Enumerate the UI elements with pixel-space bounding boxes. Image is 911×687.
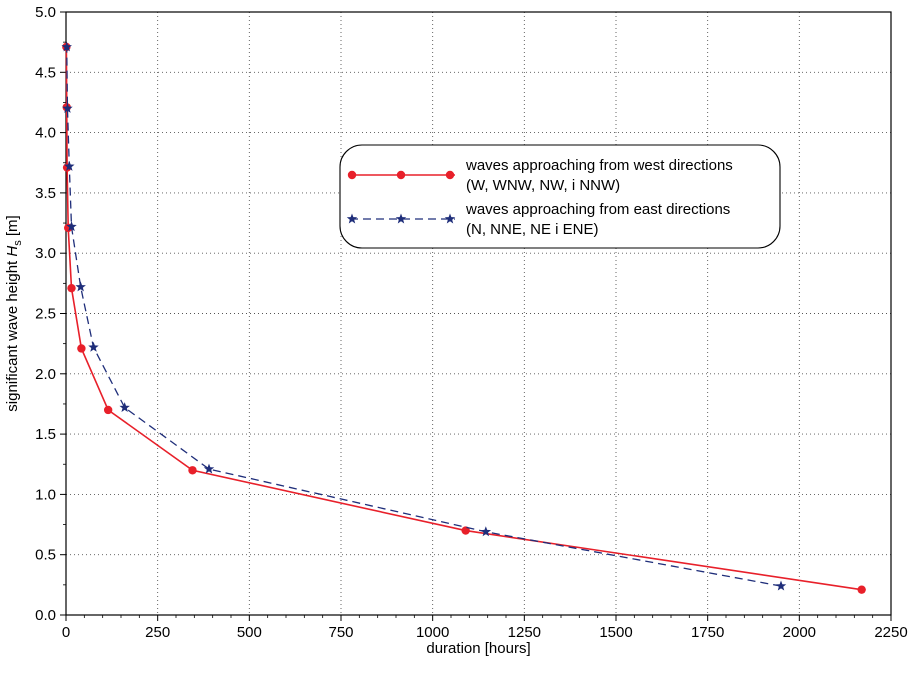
y-tick-label: 0.5 (35, 547, 56, 564)
data-point-series-1 (775, 580, 787, 591)
y-tick-labels: 0.0 0.5 1.0 1.5 2.0 2.5 3.0 3.5 4.0 4.5 5.0 (35, 4, 56, 624)
legend-label-east-line1: waves approaching from east directions (465, 201, 730, 218)
x-tick-label: 1250 (508, 624, 541, 641)
legend-marker-east (346, 213, 358, 224)
y-tick-label: 2.0 (35, 366, 56, 383)
x-tick-labels: 0 250 500 750 1000 1250 1500 1750 2000 2250 (62, 624, 908, 641)
y-tick-label: 1.5 (35, 426, 56, 443)
x-tick-label: 250 (145, 624, 170, 641)
data-point-series-0 (67, 283, 76, 293)
legend-box (339, 144, 781, 249)
data-point-series-1 (64, 160, 75, 171)
data-point-series-1 (203, 463, 215, 474)
x-tick-label: 2250 (874, 624, 907, 641)
series-line-0 (65, 46, 862, 591)
legend-label-west-line2: (W, WNW, NW, i NNW) (466, 177, 620, 194)
legend-label-east-line2: (N, NNE, NE i ENE) (466, 221, 599, 238)
y-tick-label: 4.5 (35, 64, 56, 81)
grid (66, 12, 891, 615)
x-tick-label: 500 (237, 624, 262, 641)
legend-marker-east (395, 213, 407, 224)
x-tick-label: 0 (62, 624, 70, 641)
data-point-series-1 (61, 41, 72, 52)
legend-marker-west (445, 170, 455, 180)
y-tick-label: 0.0 (35, 607, 56, 624)
x-tick-label: 1000 (416, 624, 449, 641)
legend-label-west-line1: waves approaching from west directions (465, 157, 733, 174)
data-point-series-0 (188, 466, 197, 475)
data-point-series-0 (461, 526, 470, 535)
data-point-series-1 (480, 526, 492, 537)
legend-marker-east (444, 213, 456, 224)
series-line-1 (66, 46, 782, 587)
y-axis-label-text: significant wave height (4, 257, 21, 412)
y-tick-label: 4.0 (35, 125, 56, 142)
y-axis-label-unit: [m] (4, 215, 21, 240)
legend: waves approaching from west directions (… (339, 144, 781, 249)
y-axis-label-variable: H (4, 246, 21, 257)
legend-marker-west (347, 170, 357, 180)
data-point-series-0 (857, 585, 866, 594)
y-tick-label: 2.5 (35, 306, 56, 323)
y-tick-label: 3.5 (35, 185, 56, 202)
series-group (61, 41, 866, 594)
data-point-series-1 (66, 221, 77, 232)
y-tick-label: 1.0 (35, 486, 56, 503)
y-axis-label-subscript: s (12, 240, 24, 246)
data-point-series-1 (62, 102, 73, 113)
x-axis-label: duration [hours] (426, 640, 530, 657)
data-point-series-0 (77, 344, 86, 353)
data-point-series-1 (119, 402, 130, 413)
y-tick-label: 5.0 (35, 4, 56, 21)
data-point-series-1 (75, 281, 86, 292)
x-tick-label: 2000 (783, 624, 816, 641)
axis-ticks (60, 11, 892, 621)
legend-marker-west (396, 170, 406, 180)
data-point-series-0 (103, 405, 113, 415)
x-tick-label: 1750 (691, 624, 724, 641)
y-tick-label: 3.0 (35, 245, 56, 262)
x-tick-label: 750 (328, 624, 353, 641)
y-axis-label: significant wave height Hs [m] (4, 215, 24, 411)
x-tick-label: 1500 (599, 624, 632, 641)
data-point-series-1 (88, 341, 99, 352)
